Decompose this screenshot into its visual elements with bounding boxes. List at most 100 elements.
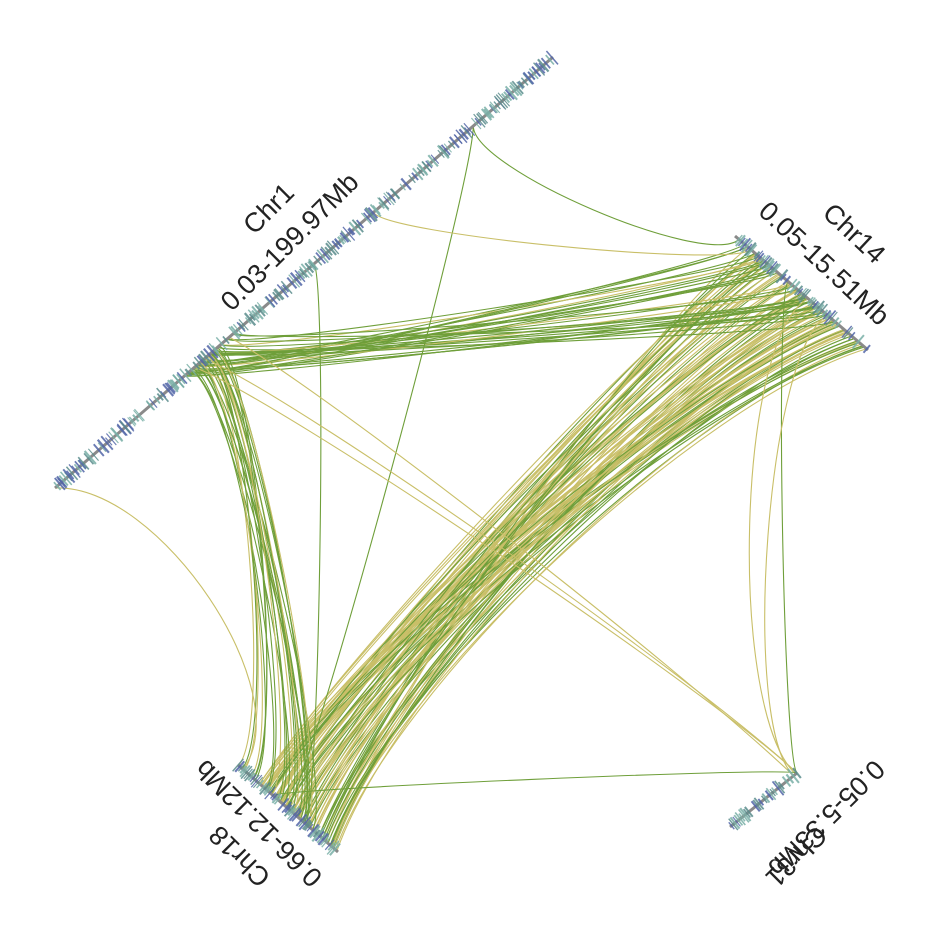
gene-marker — [437, 149, 445, 159]
gene-marker — [239, 765, 248, 774]
gene-marker — [851, 334, 865, 349]
gene-marker — [509, 84, 520, 97]
gene-marker — [342, 226, 356, 241]
gene-marker — [200, 350, 213, 364]
synteny-link — [264, 289, 799, 789]
gene-marker — [111, 427, 123, 441]
synteny-link — [325, 322, 837, 842]
gene-marker — [537, 58, 550, 73]
gene-marker — [186, 363, 197, 376]
gene-marker — [782, 275, 792, 286]
gene-marker — [781, 775, 792, 787]
gene-marker — [807, 297, 816, 307]
gene-marker — [842, 327, 854, 339]
gene-marker — [385, 191, 397, 204]
gene-marker — [821, 309, 829, 317]
gene-marker — [815, 303, 825, 314]
synteny-link — [311, 310, 823, 830]
gene-marker — [775, 268, 789, 284]
gene-marker — [239, 764, 251, 778]
gene-marker — [538, 62, 546, 71]
gene-marker — [750, 800, 761, 813]
gene-marker — [364, 206, 378, 222]
synteny-link — [226, 300, 811, 342]
synteny-link — [286, 345, 864, 808]
gene-marker — [326, 840, 340, 855]
gene-marker — [753, 251, 761, 259]
gene-marker — [311, 827, 325, 843]
gene-marker — [268, 293, 278, 305]
gene-marker — [447, 140, 456, 149]
gene-marker — [390, 188, 400, 199]
gene-marker — [203, 347, 216, 362]
gene-marker — [458, 128, 469, 140]
gene-marker — [348, 227, 356, 235]
gene-marker — [228, 326, 241, 340]
gene-marker — [477, 111, 489, 124]
gene-marker — [474, 117, 482, 126]
gene-marker — [276, 284, 289, 298]
gene-marker — [460, 124, 473, 139]
gene-marker — [734, 234, 743, 244]
gene-marker — [96, 438, 110, 454]
gene-marker — [744, 243, 753, 253]
gene-marker — [847, 331, 856, 341]
gene-marker — [440, 144, 451, 156]
gene-marker — [83, 452, 95, 465]
gene-marker — [533, 62, 546, 76]
gene-marker — [728, 818, 739, 831]
gene-marker — [298, 816, 312, 831]
synteny-link — [214, 306, 818, 353]
gene-marker — [287, 807, 296, 817]
gene-marker — [307, 258, 319, 271]
gene-marker — [294, 269, 306, 283]
gene-marker — [156, 387, 170, 403]
gene-marker — [134, 408, 145, 422]
gene-marker — [738, 813, 746, 822]
gene-marker — [283, 803, 296, 817]
gene-marker — [307, 823, 320, 838]
gene-marker — [734, 811, 746, 826]
gene-marker — [815, 303, 829, 318]
gene-marker — [735, 234, 746, 247]
gene-markers-chr1 — [53, 50, 559, 491]
gene-marker — [862, 344, 871, 354]
gene-marker — [148, 398, 158, 408]
gene-marker — [732, 816, 741, 827]
gene-marker — [545, 54, 555, 66]
gene-marker — [503, 91, 513, 102]
gene-marker — [416, 166, 425, 177]
synteny-link — [307, 323, 839, 827]
chromosome-tracks — [53, 50, 871, 856]
synteny-link — [215, 348, 309, 822]
gene-marker — [240, 765, 253, 780]
synteny-link — [220, 258, 763, 346]
synteny-link — [54, 487, 257, 770]
gene-marker — [198, 353, 209, 365]
synteny-link — [309, 328, 845, 828]
gene-marker — [288, 807, 302, 822]
synteny-link — [780, 281, 798, 774]
gene-marker — [377, 197, 390, 211]
gene-marker — [211, 345, 220, 354]
gene-marker — [348, 221, 362, 236]
gene-marker — [355, 219, 365, 229]
synteny-link — [323, 249, 752, 841]
gene-marker — [271, 793, 282, 804]
gene-marker — [812, 300, 825, 315]
gene-marker — [758, 254, 769, 267]
gene-marker — [263, 786, 273, 796]
gene-marker — [315, 252, 327, 265]
gene-marker — [87, 448, 99, 461]
gene-marker — [255, 779, 264, 789]
gene-marker — [304, 262, 315, 274]
gene-marker — [127, 417, 136, 427]
gene-marker — [295, 273, 302, 281]
gene-marker — [123, 418, 135, 431]
gene-marker — [746, 243, 758, 257]
gene-marker — [331, 240, 341, 250]
gene-marker — [806, 296, 814, 305]
gene-marker — [476, 113, 487, 125]
gene-marker — [257, 304, 266, 314]
synteny-link — [282, 295, 805, 805]
